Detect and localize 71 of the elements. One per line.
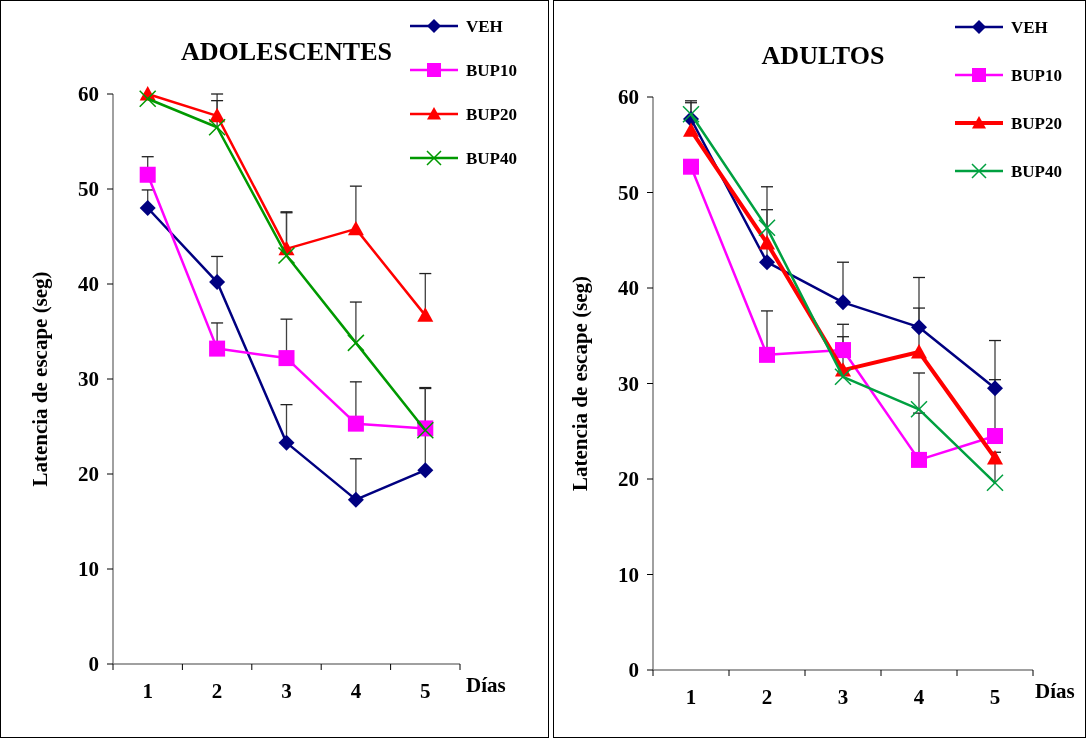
legend-label: VEH — [1011, 17, 1048, 37]
legend-label: BUP20 — [466, 104, 517, 124]
y-tick-label: 10 — [618, 562, 639, 587]
point — [417, 462, 434, 479]
point — [759, 346, 775, 363]
y-tick-label: 0 — [628, 658, 639, 683]
y-axis-title: Latencia de escape (seg) — [28, 271, 52, 487]
point — [986, 474, 1004, 492]
point — [347, 334, 365, 352]
point — [278, 434, 295, 451]
point — [347, 415, 364, 432]
y-tick-label: 40 — [618, 276, 639, 301]
y-tick-label: 30 — [78, 367, 99, 392]
y-axis-title: Latencia de escape (seg) — [568, 275, 592, 492]
x-tick-label: 2 — [211, 679, 223, 703]
chart-title: ADULTOS — [761, 41, 885, 70]
point — [347, 491, 364, 508]
y-tick-label: 30 — [618, 371, 639, 396]
chart-title: ADOLESCENTES — [181, 37, 392, 66]
point — [138, 90, 157, 108]
point — [139, 166, 156, 183]
x-tick-label: 4 — [350, 679, 362, 703]
point — [911, 451, 927, 468]
x-axis-title: Días — [1035, 679, 1075, 703]
point — [347, 220, 364, 236]
point — [209, 274, 226, 291]
legend-label: BUP40 — [466, 148, 517, 168]
point — [209, 107, 226, 123]
legend-label: BUP20 — [1011, 113, 1062, 133]
x-tick-label: 3 — [837, 685, 849, 709]
point — [835, 294, 851, 311]
point — [139, 200, 156, 216]
point — [911, 319, 927, 336]
y-tick-label: 20 — [618, 467, 639, 492]
legend-label: BUP40 — [1011, 161, 1062, 181]
y-tick-label: 0 — [88, 652, 99, 677]
y-tick-label: 20 — [78, 462, 99, 487]
x-tick-label: 4 — [913, 685, 925, 709]
point — [417, 307, 434, 322]
point — [208, 118, 226, 136]
point — [278, 350, 295, 367]
point — [911, 343, 927, 359]
point — [987, 380, 1003, 397]
x-tick-label: 5 — [989, 685, 1001, 709]
y-tick-label: 50 — [78, 177, 99, 202]
y-tick-label: 50 — [618, 180, 639, 205]
point — [987, 449, 1003, 465]
point — [910, 400, 928, 419]
point — [758, 219, 776, 237]
point — [277, 246, 296, 265]
y-tick-label: 60 — [78, 82, 99, 107]
y-tick-label: 10 — [78, 557, 99, 582]
point — [987, 428, 1003, 445]
legend-label: BUP10 — [1011, 65, 1062, 85]
point — [209, 340, 226, 357]
x-tick-label: 2 — [761, 685, 773, 709]
point — [834, 368, 852, 386]
legend-label: BUP10 — [466, 60, 517, 80]
point — [759, 254, 775, 271]
point — [759, 235, 775, 250]
y-tick-label: 40 — [78, 272, 99, 297]
point — [683, 158, 699, 175]
point — [683, 122, 699, 137]
x-tick-label: 1 — [685, 685, 697, 709]
x-tick-label: 3 — [281, 679, 292, 703]
y-tick-label: 60 — [618, 85, 639, 110]
legend-label: VEH — [466, 16, 503, 36]
x-tick-label: 1 — [142, 679, 153, 703]
x-axis-title: Días — [466, 673, 506, 697]
point — [835, 342, 851, 359]
x-tick-label: 5 — [420, 679, 431, 703]
